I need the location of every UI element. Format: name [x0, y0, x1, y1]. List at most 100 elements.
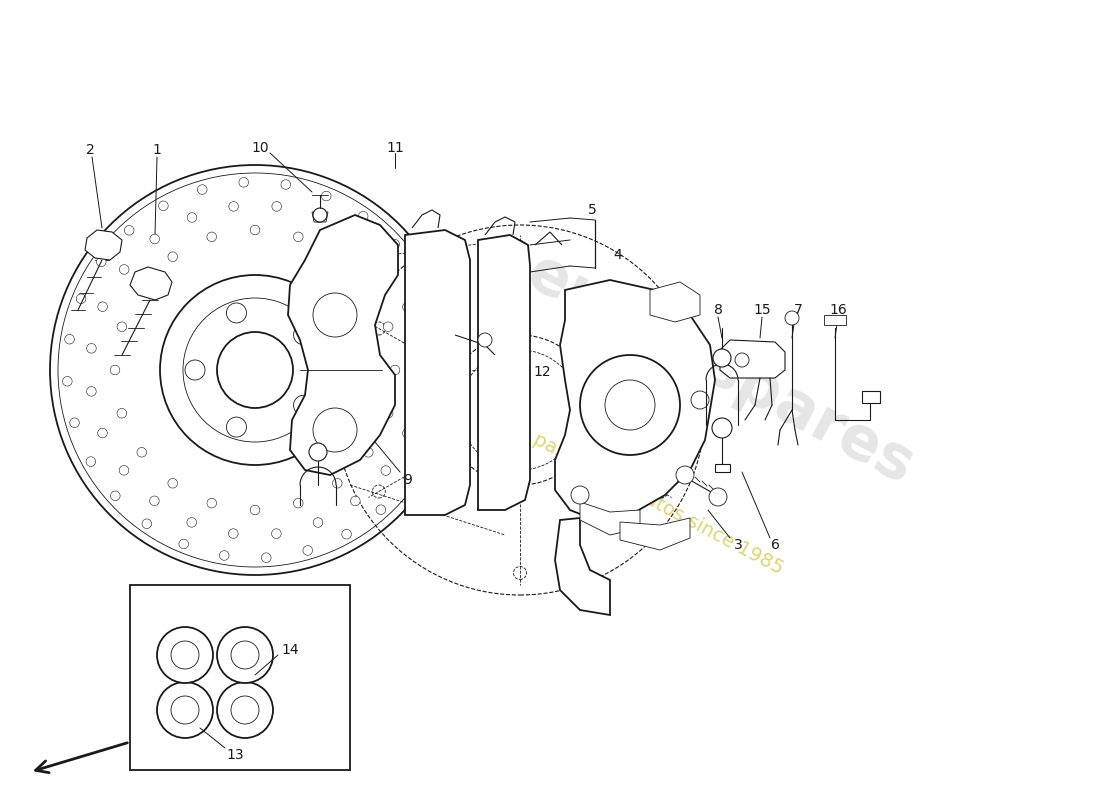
Circle shape: [168, 478, 177, 488]
Circle shape: [98, 302, 108, 311]
Circle shape: [217, 682, 273, 738]
Circle shape: [250, 506, 260, 515]
Circle shape: [438, 354, 448, 363]
Text: 12: 12: [534, 365, 551, 379]
Circle shape: [229, 202, 239, 211]
Circle shape: [383, 322, 393, 331]
Text: 11: 11: [386, 141, 404, 155]
Polygon shape: [288, 215, 398, 475]
Circle shape: [425, 437, 433, 446]
Text: a passion for autos since 1985: a passion for autos since 1985: [514, 422, 786, 578]
Circle shape: [415, 274, 424, 283]
Circle shape: [414, 387, 424, 397]
Text: 13: 13: [227, 748, 244, 762]
Circle shape: [280, 180, 290, 190]
Circle shape: [403, 302, 412, 312]
Circle shape: [158, 201, 168, 210]
Circle shape: [117, 409, 126, 418]
Text: europspares: europspares: [516, 243, 924, 497]
Circle shape: [120, 265, 129, 274]
Polygon shape: [312, 212, 328, 222]
Circle shape: [63, 377, 73, 386]
Circle shape: [363, 283, 373, 293]
Circle shape: [207, 232, 217, 242]
Circle shape: [381, 466, 390, 475]
Circle shape: [710, 488, 727, 506]
Polygon shape: [620, 518, 690, 550]
Circle shape: [314, 208, 327, 222]
Circle shape: [124, 226, 134, 235]
Polygon shape: [556, 518, 610, 615]
Circle shape: [351, 234, 361, 244]
Text: 9: 9: [404, 473, 412, 487]
Circle shape: [229, 529, 238, 538]
Circle shape: [404, 474, 414, 483]
Bar: [130, 585, 350, 770]
Circle shape: [436, 396, 446, 406]
Circle shape: [294, 232, 304, 242]
Circle shape: [571, 486, 588, 504]
Circle shape: [735, 353, 749, 367]
Circle shape: [383, 409, 393, 418]
Circle shape: [219, 550, 229, 560]
Circle shape: [87, 386, 96, 396]
Circle shape: [314, 518, 322, 527]
Polygon shape: [650, 282, 700, 322]
Circle shape: [87, 343, 96, 353]
Circle shape: [691, 391, 710, 409]
Text: 10: 10: [251, 141, 268, 155]
Circle shape: [314, 213, 323, 222]
Circle shape: [321, 191, 331, 201]
Text: 2: 2: [86, 143, 95, 157]
Circle shape: [150, 496, 160, 506]
Text: 4: 4: [614, 248, 623, 262]
Text: 16: 16: [829, 303, 847, 317]
Circle shape: [198, 185, 207, 194]
Circle shape: [119, 466, 129, 475]
Circle shape: [157, 627, 213, 683]
Circle shape: [168, 252, 177, 262]
Circle shape: [262, 553, 271, 562]
Polygon shape: [130, 267, 172, 300]
Circle shape: [187, 518, 197, 527]
Polygon shape: [85, 230, 122, 260]
Circle shape: [136, 283, 146, 293]
Bar: [862, 391, 880, 403]
Polygon shape: [556, 280, 715, 520]
Circle shape: [117, 322, 126, 331]
Polygon shape: [478, 235, 530, 510]
Bar: [715, 464, 730, 472]
Circle shape: [110, 365, 120, 374]
Circle shape: [478, 333, 492, 347]
Text: 8: 8: [714, 303, 723, 317]
Text: 5: 5: [587, 203, 596, 217]
Circle shape: [179, 539, 188, 549]
Circle shape: [430, 313, 440, 322]
Circle shape: [403, 429, 412, 438]
Text: 7: 7: [793, 303, 802, 317]
Circle shape: [363, 447, 373, 457]
Circle shape: [272, 202, 282, 211]
Circle shape: [389, 239, 399, 249]
Circle shape: [342, 530, 351, 539]
Circle shape: [97, 257, 106, 266]
Circle shape: [676, 466, 694, 484]
Circle shape: [712, 418, 732, 438]
Polygon shape: [720, 340, 785, 378]
Circle shape: [351, 496, 360, 506]
Circle shape: [713, 349, 732, 367]
Circle shape: [390, 365, 399, 374]
Circle shape: [382, 265, 390, 274]
Circle shape: [110, 491, 120, 501]
Text: 15: 15: [754, 303, 771, 317]
Circle shape: [332, 478, 342, 488]
Circle shape: [294, 498, 304, 508]
Circle shape: [76, 294, 86, 303]
Circle shape: [207, 498, 217, 508]
Circle shape: [414, 344, 424, 354]
Circle shape: [309, 443, 327, 461]
Circle shape: [98, 428, 108, 438]
Circle shape: [250, 226, 260, 235]
Circle shape: [65, 334, 75, 344]
Circle shape: [150, 234, 160, 244]
